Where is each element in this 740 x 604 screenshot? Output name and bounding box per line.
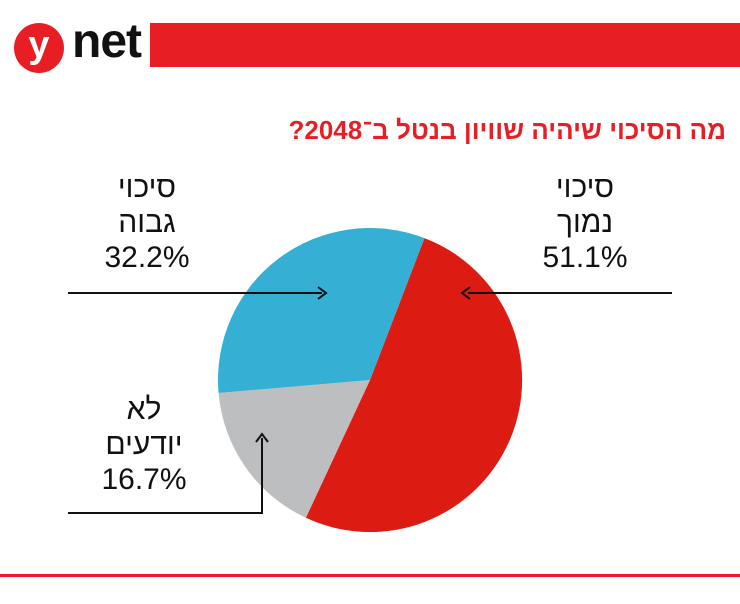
slice-low-chance bbox=[305, 238, 523, 533]
label-low-value: 51.1% bbox=[542, 241, 628, 274]
ynet-logo-circle: y bbox=[14, 23, 64, 73]
slice-high-chance bbox=[218, 228, 425, 394]
logo-text: net bbox=[72, 15, 142, 68]
label-high-chance: סיכוי גבוה 32.2% bbox=[92, 170, 202, 275]
arrowhead-low bbox=[460, 286, 471, 300]
arrowhead-high bbox=[317, 286, 328, 300]
label-dk-line1: לא bbox=[126, 393, 162, 426]
label-low-line1: סיכוי bbox=[555, 171, 615, 204]
logo-letter: y bbox=[28, 24, 50, 66]
label-high-line2: גבוה bbox=[118, 206, 176, 239]
slice-dont-know bbox=[218, 380, 370, 518]
label-dk-line2: יודעים bbox=[105, 428, 183, 461]
label-high-value: 32.2% bbox=[104, 241, 190, 274]
label-high-line1: סיכוי bbox=[117, 171, 177, 204]
label-dk-value: 16.7% bbox=[101, 463, 187, 496]
header-bar bbox=[150, 23, 740, 67]
label-low-chance: סיכוי נמוך 51.1% bbox=[530, 170, 640, 275]
bottom-rule bbox=[0, 574, 740, 577]
leader-lines bbox=[68, 286, 672, 514]
arrowhead-dontknow bbox=[255, 432, 269, 443]
label-low-line2: נמוך bbox=[556, 206, 614, 239]
label-dont-know: לא יודעים 16.7% bbox=[88, 392, 200, 497]
chart-title: מה הסיכוי שיהיה שוויון בנטל ב־2048? bbox=[288, 115, 726, 145]
leader-line-dontknow bbox=[68, 438, 263, 514]
